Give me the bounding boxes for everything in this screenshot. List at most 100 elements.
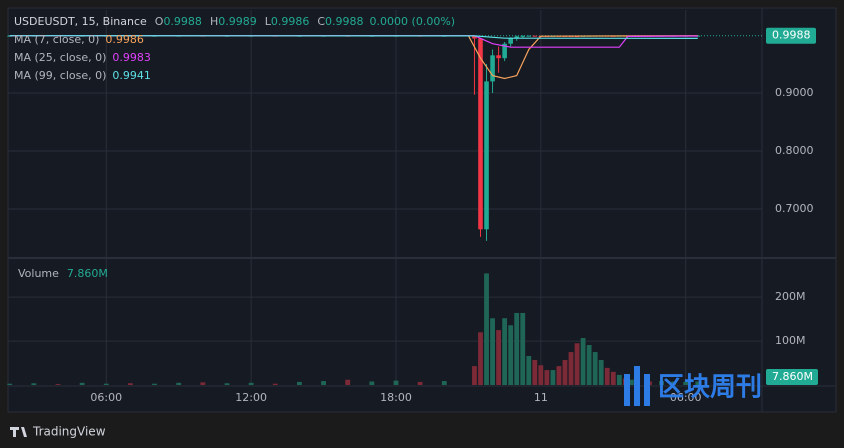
ma-legend: MA (25, close, 0) 0.9983: [14, 51, 151, 64]
ma-name: MA (99, close, 0): [14, 69, 106, 82]
candle-body: [514, 36, 519, 39]
volume-bar: [514, 312, 520, 385]
moving-average-line: [9, 35, 698, 80]
volume-bar: [592, 352, 598, 385]
candle-body: [484, 81, 489, 230]
candle-body: [508, 38, 513, 44]
last-price-badge: [766, 27, 816, 44]
volume-tick-label: 100M: [775, 334, 806, 347]
ohlc-value: 0.9988: [163, 15, 202, 28]
grid: [8, 10, 762, 385]
volume-bar: [103, 383, 109, 385]
volume-bar: [659, 381, 664, 385]
footer-text: TradingView: [32, 425, 106, 439]
header: USDEUSDT, 15, Binance O0.9988 H0.9989 L0.99…: [14, 15, 455, 28]
volume-bar: [586, 345, 592, 385]
volume-bar: [550, 370, 556, 385]
volume-bar: [526, 356, 532, 385]
volume-value: 7.860M: [67, 267, 108, 280]
symbol: USDEUSDT, 15, Binance: [14, 15, 147, 28]
watermark: 区块周刊: [658, 373, 762, 403]
volume-bar: [55, 384, 61, 385]
volume-bar: [31, 383, 37, 385]
volume-legend: Volume 7.860M: [18, 267, 108, 280]
candle-body: [526, 35, 532, 37]
volume-bar: [441, 381, 447, 385]
ohlc-label: O: [155, 15, 164, 28]
candle-body: [532, 35, 538, 37]
volume-bar: [556, 366, 562, 385]
volume-bar: [484, 273, 489, 385]
volume-bar: [683, 381, 689, 385]
volume-bar: [580, 337, 586, 385]
volume-bar: [574, 343, 580, 385]
volume-bar: [568, 352, 574, 385]
ma-value: 0.9941: [112, 69, 151, 82]
moving-average-line: [9, 35, 698, 39]
volume-bar: [393, 380, 399, 385]
chart-frame: [7, 7, 837, 413]
volume-bar: [532, 359, 538, 385]
watermark-logo: [624, 366, 650, 406]
volume-bar: [520, 312, 526, 385]
marks: [7, 35, 701, 385]
volume-tick-label: 200M: [775, 290, 806, 303]
volume-bar: [616, 374, 622, 385]
candle-body: [472, 35, 477, 39]
ohlc-label: C: [317, 15, 325, 28]
ohlc-value: 0.9986: [271, 15, 310, 28]
ohlc-label: L: [265, 15, 272, 28]
ma-value: 0.9983: [112, 51, 151, 64]
ohlc-value: 0.9989: [218, 15, 257, 28]
volume-bar: [296, 381, 302, 385]
x-tick-label: 11: [534, 391, 548, 404]
labels: 0.9000 0.8000 0.7000 200M 100M 06:00 12:00 18:0…: [14, 15, 818, 406]
candle-body: [496, 55, 501, 59]
watermark-icon: [624, 374, 630, 406]
volume-bar: [152, 383, 157, 385]
volume-bar: [490, 318, 495, 385]
volume-bar: [671, 381, 677, 385]
volume-bar: [224, 383, 230, 385]
volume-bar: [628, 379, 634, 385]
volume-bar: [610, 371, 616, 385]
x-tick-label: 18:00: [380, 391, 412, 404]
ohlc-value: 0.9988: [325, 15, 364, 28]
volume-bar: [604, 367, 610, 385]
volume-bar: [562, 359, 568, 385]
volume-bar: [127, 383, 133, 385]
volume-bar: [472, 366, 477, 385]
candle-body: [490, 55, 495, 82]
y-tick-label: 0.8000: [775, 144, 814, 157]
volume-bar: [79, 382, 85, 385]
volume-bar: [200, 382, 206, 385]
volume-bar: [248, 382, 254, 385]
y-tick-label: 0.9000: [775, 86, 814, 99]
watermark-icon: [634, 366, 640, 406]
volume-bar: [321, 381, 326, 385]
candle-body: [7, 35, 12, 37]
volume-bar: [538, 365, 544, 385]
volume-bar: [598, 359, 604, 385]
volume-bar: [496, 330, 502, 385]
last-volume-badge: [766, 369, 818, 385]
volume-bar: [272, 383, 278, 385]
volume-bar: [176, 382, 182, 385]
candle-body: [520, 35, 526, 37]
volume-name: Volume: [18, 267, 59, 280]
change: 0.0000 (0.00%): [370, 15, 456, 28]
volume-bar: [502, 318, 508, 385]
candle-body: [502, 43, 507, 59]
x-tick-label: 06:00: [670, 391, 702, 404]
footer: TradingView: [10, 425, 106, 439]
tradingview-logo: [10, 427, 27, 437]
last-price-label: 0.9988: [772, 29, 811, 42]
ma-name: MA (7, close, 0): [14, 33, 99, 46]
volume-bar: [508, 325, 514, 385]
volume-bar: [7, 383, 13, 385]
ma-value: 0.9986: [105, 33, 144, 46]
ma-legend: MA (7, close, 0) 0.9986: [14, 33, 144, 46]
volume-bar: [544, 370, 550, 385]
volume-bar: [417, 381, 423, 385]
